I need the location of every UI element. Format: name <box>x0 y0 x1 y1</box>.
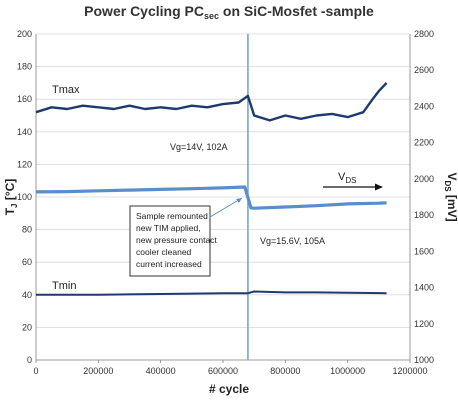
x-tick-label: 600000 <box>208 366 238 376</box>
series-layer <box>35 82 388 296</box>
x-tick-label: 800000 <box>270 366 300 376</box>
chart-title-main: Power Cycling PC <box>84 3 204 19</box>
callout-pointer-head <box>236 198 242 203</box>
x-tick-label: 0 <box>33 366 38 376</box>
series-label-tmin: Tmin <box>52 280 76 292</box>
x-tick-label: 200000 <box>83 366 113 376</box>
left-tick-label: 140 <box>17 127 32 137</box>
series-line-tmax <box>35 82 388 122</box>
annotation-gate-1: Vg=14V, 102A <box>170 142 227 152</box>
left-tick-label: 160 <box>17 94 32 104</box>
right-tick-label: 1600 <box>414 246 434 256</box>
left-tick-label: 180 <box>17 62 32 72</box>
right-axis-label: VDS [mV] <box>443 172 458 221</box>
series-label-tmax: Tmax <box>52 84 80 96</box>
right-tick-label: 2200 <box>414 138 434 148</box>
right-axis-label-unit: [mV] <box>445 192 458 222</box>
left-axis-label-main: T <box>3 207 17 215</box>
right-tick-label: 1000 <box>414 355 434 365</box>
left-tick-label: 20 <box>22 322 32 332</box>
callout-pointer <box>209 197 243 218</box>
callout-line-4: cooler cleaned <box>136 247 192 257</box>
x-tick-label: 1000000 <box>330 366 365 376</box>
series-line-tmin <box>36 290 387 296</box>
left-axis-label: TJ [°C] <box>3 179 19 216</box>
right-tick-label: 2400 <box>414 101 434 111</box>
chart-title: Power Cycling PCsec on SiC-Mosfet -sampl… <box>84 3 374 21</box>
left-tick-label: 0 <box>27 355 32 365</box>
right-axis-ticks: 1000 1200 1400 1600 1800 2000 2200 2400 2600 2800 <box>414 29 434 365</box>
x-axis-ticks: 0 200000 400000 600000 800000 1000000 1200000 <box>33 360 428 376</box>
callout: Sample remounted new TIM applied, new pr… <box>129 197 243 277</box>
vds-arrow-head <box>375 183 383 191</box>
left-tick-label: 60 <box>22 257 32 267</box>
left-axis-label-unit: [°C] <box>3 179 17 204</box>
chart-title-suffix: on SiC-Mosfet -sample <box>219 3 374 19</box>
series-label-vds: VDS <box>338 171 356 185</box>
x-tick-label: 400000 <box>146 366 176 376</box>
callout-line-2: new TIM applied, <box>136 223 201 233</box>
right-tick-label: 1800 <box>414 210 434 220</box>
callout-box <box>129 205 211 277</box>
series-line-vds <box>35 185 387 210</box>
right-tick-label: 2000 <box>414 174 434 184</box>
right-axis-label-sub: DS <box>443 180 452 192</box>
annotation-gate-2: Vg=15.6V, 105A <box>260 236 325 246</box>
right-tick-label: 2600 <box>414 65 434 75</box>
left-tick-label: 40 <box>22 290 32 300</box>
callout-line-3: new pressure contact <box>136 235 217 245</box>
left-tick-label: 100 <box>17 192 32 202</box>
right-tick-label: 1200 <box>414 319 434 329</box>
left-axis-label-sub: J <box>10 204 19 208</box>
x-tick-label: 1200000 <box>392 366 427 376</box>
series-label-vds-sub: DS <box>345 176 356 185</box>
series-label-vds-main: V <box>338 171 346 183</box>
right-tick-label: 1400 <box>414 283 434 293</box>
left-axis-ticks: 0 20 40 60 80 100 120 140 160 180 200 <box>17 29 32 365</box>
callout-line-1: Sample remounted <box>136 211 208 221</box>
chart-title-subscript: sec <box>204 11 219 21</box>
right-tick-label: 2800 <box>414 29 434 39</box>
left-tick-label: 80 <box>22 225 32 235</box>
right-axis-label-main: V <box>445 172 458 180</box>
x-axis-label: # cycle <box>209 382 249 396</box>
callout-line-5: current increased <box>136 259 202 269</box>
left-tick-label: 200 <box>17 29 32 39</box>
left-tick-label: 120 <box>17 159 32 169</box>
